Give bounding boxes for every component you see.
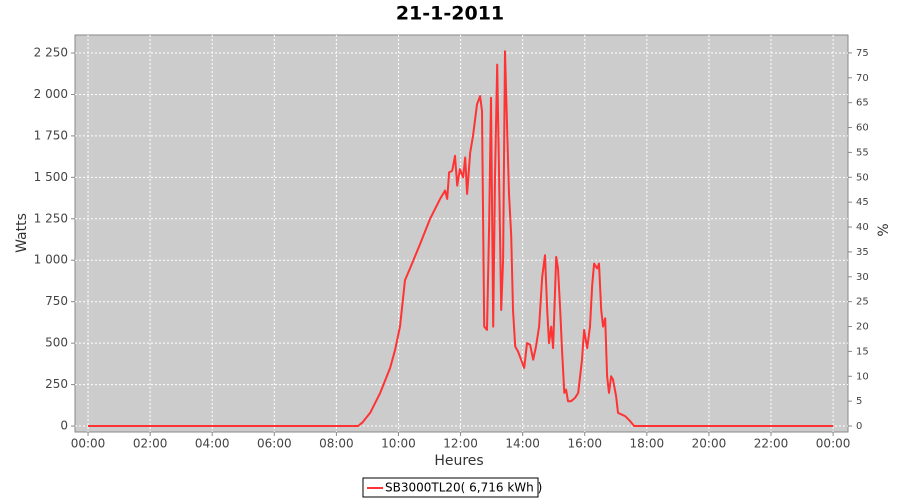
y2-tick-label: 50	[856, 172, 869, 183]
y2-tick-label: 75	[856, 48, 869, 59]
x-tick-label: 12:00	[443, 437, 478, 451]
x-tick-label: 14:00	[505, 437, 540, 451]
y-axis-label: Watts	[14, 213, 30, 253]
y2-tick-label: 60	[856, 123, 869, 134]
y2-tick-label: 70	[856, 73, 869, 84]
x-tick-label: 04:00	[195, 437, 230, 451]
y-tick-label: 2 000	[34, 87, 68, 101]
y2-tick-label: 65	[856, 98, 869, 109]
y2-tick-label: 0	[856, 421, 862, 432]
y-tick-label: 1 750	[34, 128, 68, 142]
legend-label: SB3000TL20( 6,716 kWh )	[385, 481, 542, 495]
plot-area	[74, 34, 849, 433]
y2-tick-label: 5	[856, 396, 862, 407]
y-tick-label: 250	[45, 377, 68, 391]
x-tick-label: 08:00	[319, 437, 354, 451]
x-tick-label: 20:00	[692, 437, 727, 451]
y2-tick-label: 10	[856, 371, 869, 382]
x-tick-label: 00:00	[816, 437, 851, 451]
x-tick-label: 10:00	[381, 437, 416, 451]
y-tick-label: 1 250	[34, 211, 68, 225]
data-line	[88, 50, 834, 427]
y-tick-label: 750	[45, 294, 68, 308]
chart-title: 21-1-2011	[396, 3, 504, 25]
x-tick-label: 02:00	[133, 437, 168, 451]
x-tick-label: 22:00	[754, 437, 789, 451]
x-tick-label: 16:00	[567, 437, 602, 451]
x-tick-label: 06:00	[257, 437, 292, 451]
y2-tick-label: 45	[856, 197, 869, 208]
y-tick-label: 1 500	[34, 170, 68, 184]
y-tick-label: 1 000	[34, 253, 68, 267]
y-tick-label: 500	[45, 336, 68, 350]
y-tick-label: 0	[60, 419, 68, 433]
y2-tick-label: 35	[856, 247, 869, 258]
y2-tick-label: 25	[856, 297, 869, 308]
x-tick-label: 18:00	[630, 437, 665, 451]
y2-tick-label: 20	[856, 322, 869, 333]
y-tick-label: 2 250	[34, 46, 68, 60]
y2-axis-label: %	[876, 223, 892, 236]
y2-tick-label: 15	[856, 346, 869, 357]
legend-box	[362, 477, 539, 498]
x-axis-label: Heures	[434, 453, 483, 469]
y2-tick-label: 55	[856, 147, 869, 158]
y2-tick-label: 40	[856, 222, 869, 233]
x-tick-label: 00:00	[71, 437, 106, 451]
y2-tick-label: 30	[856, 272, 869, 283]
